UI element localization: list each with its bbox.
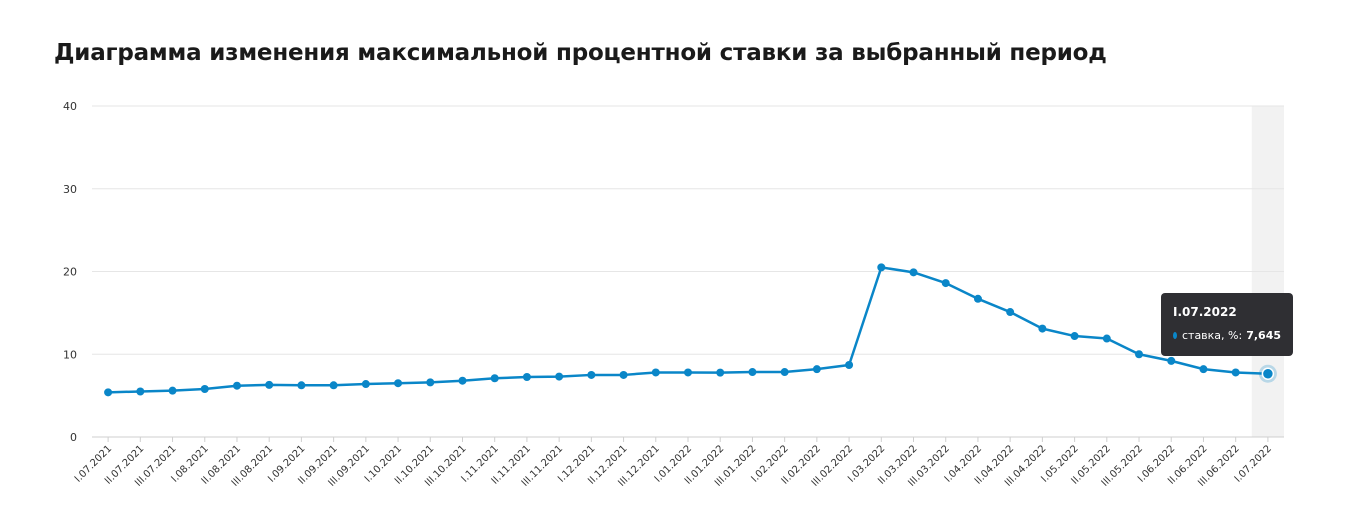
- y-tick-label: 0: [70, 431, 77, 444]
- tooltip-row: ставка, %: 7,645: [1173, 329, 1281, 342]
- data-point: [1135, 350, 1144, 359]
- chart-title: Диаграмма изменения максимальной процент…: [54, 40, 1107, 66]
- data-point: [941, 279, 950, 288]
- tooltip-date: I.07.2022: [1173, 305, 1237, 319]
- data-point: [716, 368, 725, 377]
- data-point: [1167, 356, 1176, 365]
- data-point: [555, 372, 564, 381]
- data-point: [458, 376, 467, 385]
- data-point: [426, 378, 435, 387]
- data-point: [1231, 368, 1240, 377]
- data-point: [232, 381, 241, 390]
- data-tooltip: I.07.2022 ставка, %: 7,645: [1161, 293, 1293, 356]
- data-point: [490, 374, 499, 383]
- data-point: [522, 373, 531, 382]
- data-point: [651, 368, 660, 377]
- y-tick-label: 20: [63, 266, 77, 279]
- data-point: [136, 387, 145, 396]
- series-color-dot-icon: [1173, 332, 1177, 339]
- data-point: [329, 381, 338, 390]
- data-point: [1006, 308, 1015, 317]
- data-point: [619, 370, 628, 379]
- series-ставка: [104, 263, 1277, 397]
- x-axis: I.07.2021II.07.2021III.07.2021I.08.2021I…: [73, 437, 1274, 489]
- data-point: [361, 380, 370, 389]
- data-point: [587, 370, 596, 379]
- tooltip-value: 7,645: [1246, 329, 1281, 342]
- data-point: [168, 386, 177, 395]
- y-tick-label: 10: [63, 348, 77, 361]
- data-point: [780, 368, 789, 377]
- data-point: [200, 385, 209, 394]
- data-point: [748, 368, 757, 377]
- data-point: [684, 368, 692, 377]
- tooltip-label: ставка, %:: [1181, 329, 1243, 342]
- data-point: [812, 365, 821, 374]
- data-point: [297, 381, 306, 390]
- data-point: [394, 379, 403, 388]
- data-point: [973, 294, 982, 303]
- y-axis: 0 10 20 30 40: [63, 100, 77, 444]
- data-point: [104, 388, 113, 397]
- data-point: [1038, 324, 1047, 333]
- data-point: [909, 268, 918, 277]
- data-point: [265, 380, 274, 389]
- data-point: [1199, 365, 1208, 374]
- data-point: [845, 361, 854, 370]
- data-point: [877, 263, 886, 272]
- y-tick-label: 30: [63, 183, 77, 196]
- data-point: [1102, 334, 1111, 343]
- y-tick-label: 40: [63, 100, 77, 113]
- highlighted-data-point: [1261, 367, 1275, 380]
- data-point: [1070, 332, 1079, 341]
